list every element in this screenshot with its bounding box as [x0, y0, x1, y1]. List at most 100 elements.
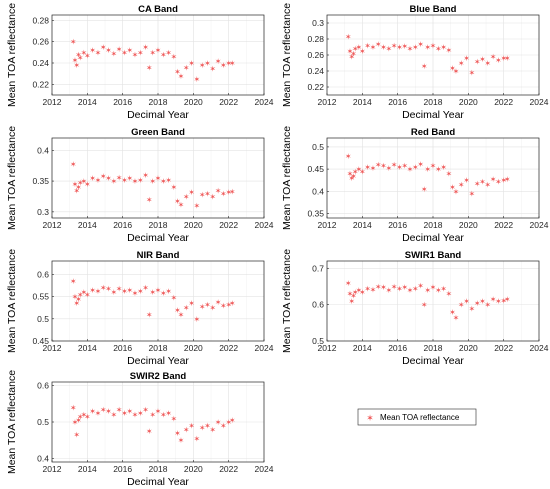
data-point: ✶ — [121, 287, 128, 296]
y-tick-label: 0.5 — [37, 417, 49, 427]
data-point: ✶ — [132, 50, 139, 59]
x-tick-label: 2024 — [255, 464, 274, 474]
x-tick-label: 2020 — [459, 343, 478, 353]
data-point: ✶ — [199, 191, 206, 200]
data-point: ✶ — [70, 277, 77, 286]
y-tick-label: 0.4 — [37, 453, 49, 463]
data-point: ✶ — [484, 301, 491, 310]
data-point: ✶ — [412, 284, 419, 293]
data-point: ✶ — [165, 176, 172, 185]
data-point: ✶ — [110, 411, 117, 420]
data-point: ✶ — [183, 192, 190, 201]
y-tick-label: 0.5 — [312, 142, 324, 152]
data-point: ✶ — [149, 411, 156, 420]
data-point: ✶ — [364, 41, 371, 50]
data-point: ✶ — [155, 46, 162, 55]
axes-frame — [326, 260, 540, 342]
x-tick-label: 2024 — [530, 220, 549, 230]
data-point: ✶ — [80, 411, 87, 420]
x-tick-label: 2014 — [353, 97, 372, 107]
x-tick-label: 2014 — [78, 97, 97, 107]
y-tick-label: 0.22 — [307, 82, 324, 92]
data-point: ✶ — [348, 297, 355, 306]
data-point: ✶ — [350, 172, 357, 181]
data-point: ✶ — [80, 48, 87, 57]
data-point: ✶ — [160, 50, 167, 59]
data-point: ✶ — [484, 59, 491, 68]
data-point: ✶ — [359, 47, 366, 56]
data-point: ✶ — [474, 299, 481, 308]
data-point: ✶ — [355, 286, 362, 295]
data-point: ✶ — [149, 288, 156, 297]
chart-panel-5: 2012 2014 2016 2018 2020 2022 2024 0.45 0.5 0.55 0… — [6, 249, 274, 367]
data-point: ✶ — [229, 299, 236, 308]
data-point: ✶ — [100, 43, 107, 52]
y-tick-label: 0.24 — [32, 58, 49, 68]
data-point: ✶ — [345, 33, 352, 42]
y-tick-label: 0.28 — [307, 34, 324, 44]
data-point: ✶ — [396, 163, 403, 172]
data-point: ✶ — [401, 283, 408, 292]
data-point: ✶ — [165, 287, 172, 296]
data-point: ✶ — [132, 177, 139, 186]
data-point: ✶ — [146, 427, 153, 436]
data-point: ✶ — [215, 57, 222, 66]
data-point: ✶ — [116, 285, 123, 294]
data-point: ✶ — [495, 178, 502, 187]
data-point: ✶ — [165, 48, 172, 57]
data-point: ✶ — [171, 414, 178, 423]
data-point: ✶ — [229, 188, 236, 197]
data-point: ✶ — [440, 43, 447, 52]
data-point: ✶ — [391, 41, 398, 50]
data-point: ✶ — [100, 405, 107, 414]
data-point: ✶ — [359, 288, 366, 297]
x-tick-label: 2024 — [530, 97, 549, 107]
data-point: ✶ — [121, 409, 128, 418]
data-point: ✶ — [352, 167, 359, 176]
data-point: ✶ — [160, 177, 167, 186]
data-point: ✶ — [89, 286, 96, 295]
data-point: ✶ — [178, 72, 185, 81]
data-point: ✶ — [430, 41, 437, 50]
x-tick-label: 2022 — [219, 464, 238, 474]
data-point: ✶ — [412, 163, 419, 172]
chart-title: NIR Band — [137, 250, 180, 261]
data-point: ✶ — [380, 283, 387, 292]
data-point: ✶ — [84, 290, 91, 299]
data-point: ✶ — [495, 297, 502, 306]
data-point: ✶ — [229, 59, 236, 68]
y-tick-label: 0.4 — [37, 145, 49, 155]
data-point: ✶ — [95, 287, 102, 296]
y-tick-label: 0.55 — [32, 292, 49, 302]
x-tick-label: 2024 — [255, 97, 274, 107]
data-point: ✶ — [155, 174, 162, 183]
data-point: ✶ — [500, 296, 507, 305]
x-tick-label: 2012 — [43, 97, 62, 107]
data-point: ✶ — [417, 160, 424, 169]
data-point: ✶ — [435, 165, 442, 174]
data-point: ✶ — [449, 308, 456, 317]
data-point: ✶ — [194, 202, 201, 211]
chart-title: Green Band — [131, 127, 185, 138]
data-point: ✶ — [116, 405, 123, 414]
data-point: ✶ — [469, 190, 476, 199]
data-point: ✶ — [385, 45, 392, 54]
data-point: ✶ — [380, 43, 387, 52]
data-point: ✶ — [375, 40, 382, 49]
data-point: ✶ — [171, 183, 178, 192]
data-point: ✶ — [70, 403, 77, 412]
data-point: ✶ — [209, 304, 216, 313]
x-tick-label: 2024 — [530, 343, 549, 353]
x-tick-label: 2022 — [219, 220, 238, 230]
data-point: ✶ — [137, 287, 144, 296]
x-axis-label: Decimal Year — [127, 355, 189, 367]
data-point: ✶ — [149, 177, 156, 186]
x-tick-label: 2024 — [255, 220, 274, 230]
data-point: ✶ — [72, 418, 79, 427]
axes-frame — [51, 381, 265, 463]
data-point: ✶ — [220, 189, 227, 198]
x-tick-label: 2022 — [494, 343, 513, 353]
data-point: ✶ — [174, 197, 181, 206]
data-point: ✶ — [370, 164, 377, 173]
data-point: ✶ — [458, 301, 465, 310]
